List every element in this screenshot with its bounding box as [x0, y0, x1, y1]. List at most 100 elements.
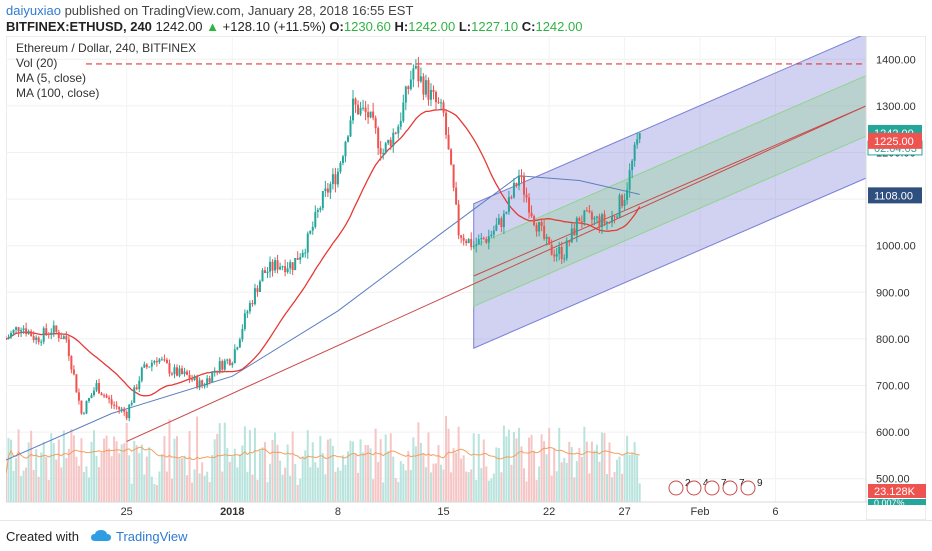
candle-body[interactable]	[82, 413, 85, 415]
candle-body[interactable]	[228, 359, 231, 366]
candle-body[interactable]	[626, 189, 629, 201]
candle-body[interactable]	[98, 383, 101, 394]
candle-body[interactable]	[296, 258, 299, 260]
candle-body[interactable]	[10, 333, 13, 338]
candle-body[interactable]	[178, 368, 181, 376]
candle-body[interactable]	[362, 107, 365, 109]
candle-body[interactable]	[93, 390, 96, 396]
candle-body[interactable]	[575, 218, 578, 236]
candle-body[interactable]	[150, 362, 153, 367]
candle-body[interactable]	[130, 402, 133, 405]
candle-body[interactable]	[354, 98, 357, 105]
candle-body[interactable]	[319, 208, 322, 211]
candle-body[interactable]	[392, 132, 395, 147]
candle-body[interactable]	[306, 233, 309, 253]
candle-body[interactable]	[595, 216, 598, 218]
candle-body[interactable]	[618, 195, 621, 217]
candle-body[interactable]	[397, 126, 400, 134]
candle-body[interactable]	[138, 380, 141, 390]
candle-body[interactable]	[394, 132, 397, 134]
candle-body[interactable]	[123, 408, 126, 412]
candle-body[interactable]	[238, 339, 241, 348]
candle-body[interactable]	[233, 349, 236, 364]
trendline[interactable]	[126, 105, 867, 442]
candle-body[interactable]	[256, 288, 259, 292]
candle-body[interactable]	[611, 216, 614, 223]
candle-body[interactable]	[258, 281, 261, 292]
candle-body[interactable]	[264, 270, 267, 273]
candle-body[interactable]	[37, 337, 40, 343]
candle-body[interactable]	[62, 336, 65, 339]
candle-body[interactable]	[447, 134, 450, 150]
candle-body[interactable]	[145, 364, 148, 368]
candle-body[interactable]	[57, 331, 60, 339]
candle-body[interactable]	[555, 253, 558, 257]
candle-body[interactable]	[284, 266, 287, 273]
candle-body[interactable]	[445, 112, 448, 135]
candle-body[interactable]	[628, 170, 631, 190]
candle-body[interactable]	[168, 363, 171, 374]
candle-body[interactable]	[535, 225, 538, 232]
candle-body[interactable]	[113, 404, 116, 406]
candle-body[interactable]	[105, 395, 108, 398]
candle-body[interactable]	[289, 262, 292, 269]
candle-body[interactable]	[316, 210, 319, 213]
candle-body[interactable]	[377, 128, 380, 149]
candle-body[interactable]	[455, 187, 458, 205]
candle-body[interactable]	[27, 331, 30, 334]
candle-body[interactable]	[175, 367, 178, 376]
candle-body[interactable]	[568, 240, 571, 243]
candle-body[interactable]	[346, 136, 349, 142]
candle-body[interactable]	[248, 303, 251, 312]
candle-body[interactable]	[533, 216, 536, 226]
candle-body[interactable]	[148, 366, 151, 368]
candle-body[interactable]	[477, 239, 480, 245]
candle-body[interactable]	[583, 210, 586, 223]
candle-body[interactable]	[203, 385, 206, 387]
price-axis[interactable]	[865, 36, 926, 520]
candle-body[interactable]	[457, 204, 460, 236]
candle-body[interactable]	[548, 236, 551, 245]
candle-body[interactable]	[261, 270, 264, 282]
candle-body[interactable]	[193, 376, 196, 380]
candle-body[interactable]	[573, 228, 576, 236]
time-axis[interactable]	[6, 502, 866, 520]
event-flag-icon[interactable]	[686, 480, 702, 496]
candle-body[interactable]	[512, 182, 515, 198]
candle-body[interactable]	[565, 240, 568, 259]
candle-body[interactable]	[158, 359, 161, 363]
candle-body[interactable]	[520, 176, 523, 178]
candle-body[interactable]	[605, 222, 608, 224]
candle-body[interactable]	[523, 176, 526, 195]
candle-body[interactable]	[140, 367, 143, 381]
candle-body[interactable]	[281, 266, 284, 268]
candle-body[interactable]	[216, 370, 219, 372]
candle-body[interactable]	[279, 266, 282, 270]
candle-body[interactable]	[133, 387, 136, 403]
candle-body[interactable]	[590, 212, 593, 220]
candle-body[interactable]	[291, 262, 294, 271]
candle-body[interactable]	[608, 222, 611, 224]
candle-body[interactable]	[352, 98, 355, 121]
candle-body[interactable]	[570, 228, 573, 243]
candle-body[interactable]	[490, 234, 493, 237]
candle-body[interactable]	[613, 216, 616, 218]
regression-midline[interactable]	[473, 105, 867, 277]
candle-body[interactable]	[389, 139, 392, 147]
candle-body[interactable]	[440, 102, 443, 104]
candle-body[interactable]	[253, 288, 256, 305]
candle-body[interactable]	[20, 330, 23, 332]
candle-body[interactable]	[482, 238, 485, 240]
candle-body[interactable]	[163, 359, 166, 361]
candle-body[interactable]	[135, 387, 138, 390]
candle-body[interactable]	[12, 329, 15, 334]
candle-body[interactable]	[435, 92, 437, 103]
candle-body[interactable]	[545, 236, 548, 239]
candle-body[interactable]	[153, 361, 156, 363]
candle-body[interactable]	[470, 239, 473, 248]
candle-body[interactable]	[402, 102, 405, 121]
candle-body[interactable]	[543, 226, 546, 239]
candle-body[interactable]	[588, 210, 591, 213]
candle-body[interactable]	[528, 197, 531, 213]
candle-body[interactable]	[341, 156, 344, 163]
